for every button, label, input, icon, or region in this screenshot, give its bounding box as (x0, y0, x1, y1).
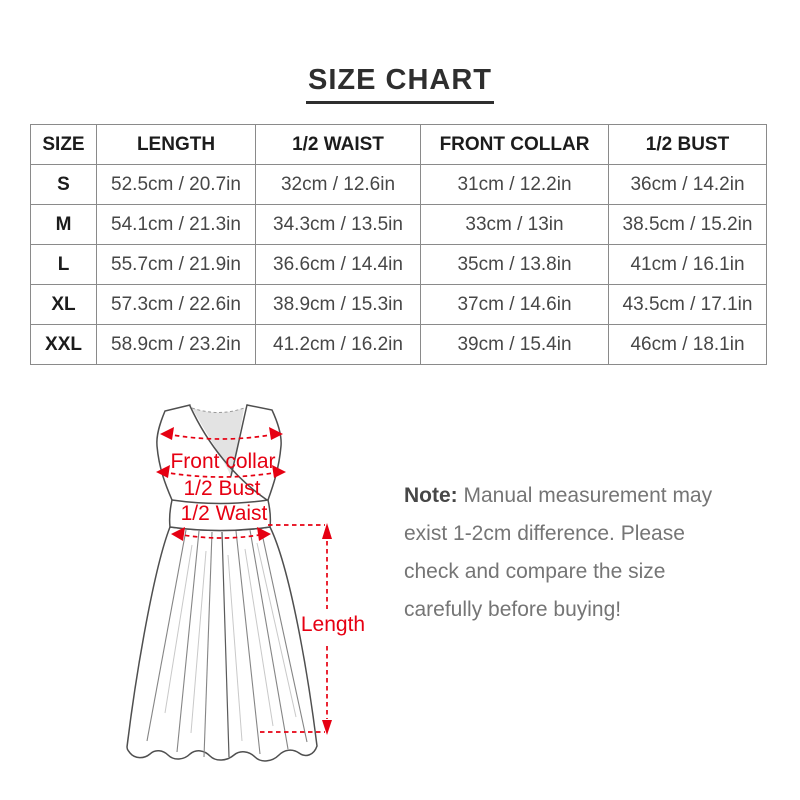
measurement-cell: 35cm / 13.8in (420, 244, 609, 285)
size-cell: L (30, 244, 97, 285)
measurement-cell: 41cm / 16.1in (608, 244, 767, 285)
measurement-cell: 43.5cm / 17.1in (608, 284, 767, 325)
column-header-half-bust: 1/2 BUST (608, 124, 767, 165)
half-bust-measure-line (162, 471, 280, 478)
measurement-cell: 39cm / 15.4in (420, 324, 609, 365)
neckline-inset (192, 408, 244, 476)
page-header: SIZE CHART (0, 64, 800, 104)
column-header-length: LENGTH (96, 124, 256, 165)
table-row-m: M 54.1cm / 21.3in 34.3cm / 13.5in 33cm /… (30, 204, 767, 245)
measurement-cell: 41.2cm / 16.2in (255, 324, 421, 365)
column-header-half-waist: 1/2 WAIST (255, 124, 421, 165)
table-row-l: L 55.7cm / 21.9in 36.6cm / 14.4in 35cm /… (30, 244, 767, 285)
table-row-xxl: XXL 58.9cm / 23.2in 41.2cm / 16.2in 39cm… (30, 324, 767, 365)
measurement-cell: 37cm / 14.6in (420, 284, 609, 325)
column-header-front-collar: FRONT COLLAR (420, 124, 609, 165)
measurement-note: Note: Manual measurement may exist 1-2cm… (404, 477, 726, 629)
measurement-cell: 46cm / 18.1in (608, 324, 767, 365)
measurement-cell: 38.5cm / 15.2in (608, 204, 767, 245)
measurement-cell: 34.3cm / 13.5in (255, 204, 421, 245)
wrap-left-panel-edge (189, 405, 268, 501)
skirt-pleat-lines (146, 528, 308, 758)
measure-arrow-icon (156, 427, 332, 735)
measurement-cell: 57.3cm / 22.6in (96, 284, 256, 325)
measurement-cell: 36cm / 14.2in (608, 164, 767, 205)
half-waist-measure-line (176, 533, 266, 539)
note-text: Manual measurement may exist 1-2cm diffe… (404, 484, 713, 621)
table-header-row: SIZE LENGTH 1/2 WAIST FRONT COLLAR 1/2 B… (30, 124, 767, 165)
measurement-cell: 55.7cm / 21.9in (96, 244, 256, 285)
measurement-cell: 58.9cm / 23.2in (96, 324, 256, 365)
half-waist-label: 1/2 Waist (180, 502, 268, 525)
table-row-s: S 52.5cm / 20.7in 32cm / 12.6in 31cm / 1… (30, 164, 767, 205)
measurement-cell: 31cm / 12.2in (420, 164, 609, 205)
dress-diagram-icon (126, 404, 332, 762)
measurement-cell: 38.9cm / 15.3in (255, 284, 421, 325)
dress-bodice (156, 404, 282, 532)
length-label: Length (300, 613, 366, 636)
measurement-cell: 36.6cm / 14.4in (255, 244, 421, 285)
column-header-size: SIZE (30, 124, 97, 165)
measurement-cell: 52.5cm / 20.7in (96, 164, 256, 205)
measurement-cell: 32cm / 12.6in (255, 164, 421, 205)
size-cell: XL (30, 284, 97, 325)
note-label: Note: (404, 484, 458, 507)
skirt-shading-lines (164, 542, 297, 742)
page-title: SIZE CHART (306, 64, 494, 104)
dress-waistband (168, 499, 272, 532)
dress-measurement-diagram: Front collar 1/2 Bust 1/2 Waist Length (100, 383, 380, 800)
dress-skirt (126, 526, 318, 762)
front-collar-measure-line (166, 433, 277, 440)
wrap-right-panel-edge (230, 404, 248, 477)
measurement-overlays (156, 427, 332, 735)
size-cell: XXL (30, 324, 97, 365)
size-cell: S (30, 164, 97, 205)
measurement-cell: 54.1cm / 21.3in (96, 204, 256, 245)
table-row-xl: XL 57.3cm / 22.6in 38.9cm / 15.3in 37cm … (30, 284, 767, 325)
size-chart-table: SIZE LENGTH 1/2 WAIST FRONT COLLAR 1/2 B… (30, 124, 767, 365)
front-collar-label: Front collar (170, 450, 276, 473)
measurement-cell: 33cm / 13in (420, 204, 609, 245)
size-cell: M (30, 204, 97, 245)
half-bust-label: 1/2 Bust (183, 477, 261, 500)
